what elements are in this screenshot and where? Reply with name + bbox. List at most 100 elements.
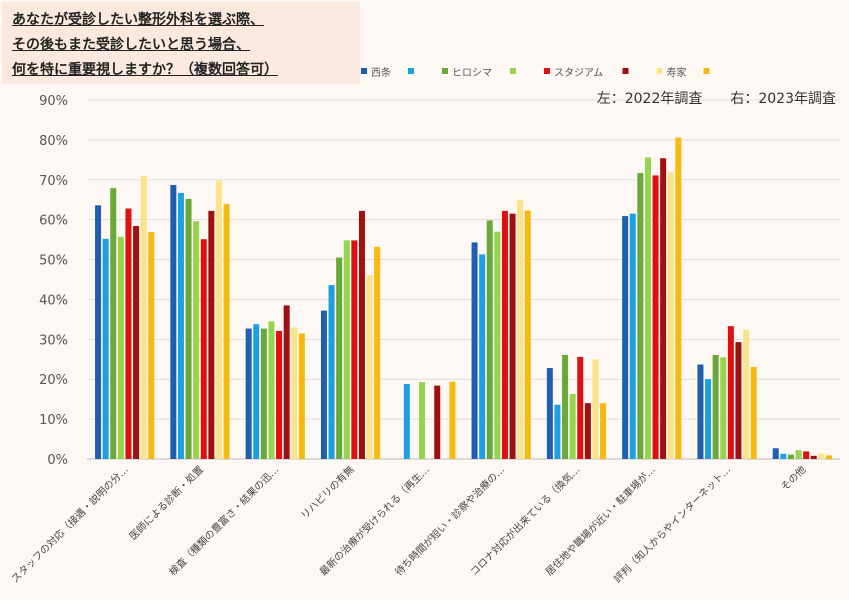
legend-label: スタジアム (554, 67, 603, 79)
bar (795, 450, 802, 459)
bar (102, 238, 109, 459)
bar (253, 324, 260, 459)
bar (110, 188, 117, 459)
bar (245, 328, 252, 459)
bar (592, 359, 599, 459)
x-tick-label: 医師による診断・処置 (126, 463, 206, 543)
bar (644, 157, 651, 459)
legend-swatch (703, 68, 710, 74)
bar (298, 333, 305, 459)
bar (449, 381, 456, 459)
y-tick-label: 80% (39, 134, 68, 149)
bar (328, 285, 335, 459)
bar (667, 171, 674, 460)
x-tick-label: リハビリの有無 (298, 463, 357, 522)
bar (351, 240, 358, 459)
bar (170, 184, 177, 460)
bar (419, 382, 426, 459)
bar (750, 366, 757, 459)
bar (501, 210, 508, 459)
bar (772, 448, 779, 459)
bar (208, 210, 215, 459)
bar (517, 199, 524, 459)
bar (223, 204, 230, 459)
legend-swatch (622, 68, 629, 74)
bar (185, 198, 192, 459)
bar (403, 384, 410, 459)
bar (177, 192, 184, 460)
bar (140, 175, 147, 460)
x-tick-label: その他 (778, 463, 808, 493)
bar (268, 321, 275, 459)
bar (629, 213, 636, 459)
legend-swatch (544, 68, 550, 74)
y-tick-label: 70% (39, 174, 68, 189)
bar (803, 451, 810, 459)
legend-swatch (656, 68, 663, 74)
bar (810, 455, 817, 459)
bar (358, 210, 365, 459)
chart-title-line-3: 何を特に重要視しますか？（複数回答可） (12, 62, 278, 78)
y-tick-label: 40% (39, 293, 68, 308)
legend-label: 寿家 (667, 66, 687, 79)
bar (600, 403, 607, 459)
bar (320, 310, 327, 459)
bar (148, 232, 155, 459)
bar (524, 210, 531, 459)
bar (374, 246, 381, 459)
bar (117, 236, 124, 459)
bar (479, 254, 486, 459)
bar (509, 213, 516, 459)
bar (569, 393, 576, 459)
legend-label: ヒロシマ (452, 67, 492, 79)
y-tick-label: 0% (47, 453, 68, 468)
bar (825, 455, 832, 459)
bar (215, 180, 222, 459)
survey-year-note: 左：2022年調査 右：2023年調査 (597, 91, 836, 107)
chart-title-line-1: あなたが受診したい整形外科を選ぶ際、 (12, 12, 264, 28)
bar (471, 242, 478, 459)
legend-swatch (442, 68, 448, 74)
bar (193, 221, 200, 459)
bar (705, 379, 712, 459)
y-tick-label: 90% (39, 94, 68, 109)
bar (675, 137, 682, 460)
bar (562, 354, 569, 459)
chart-title-line-2: その後もまた受診したいと思う場合、 (12, 37, 250, 53)
bar (697, 364, 704, 459)
bar (735, 342, 742, 459)
legend-swatch (408, 68, 414, 74)
bar (554, 404, 561, 459)
bar (125, 208, 132, 459)
bar (787, 454, 794, 459)
bar (494, 231, 501, 459)
y-tick-label: 30% (39, 333, 68, 348)
y-tick-label: 10% (39, 413, 68, 428)
bar (283, 305, 290, 459)
x-tick-label: 評判（知人からやインターネット… (611, 463, 733, 585)
bar (200, 239, 207, 459)
y-tick-label: 60% (39, 214, 68, 229)
bar (652, 175, 659, 459)
bar (720, 357, 727, 459)
legend-swatch (510, 68, 516, 74)
legend-label: 西条 (371, 66, 391, 79)
bar (486, 220, 493, 459)
chart-title-box: あなたが受診したい整形外科を選ぶ際、 その後もまた受診したいと思う場合、 何を特… (2, 2, 360, 84)
bar (366, 275, 373, 459)
bar (291, 327, 298, 459)
bar (584, 403, 591, 459)
y-tick-label: 20% (39, 373, 68, 388)
bar (712, 354, 719, 459)
x-tick-label: スタッフの対応（接遇・説明の分… (8, 463, 130, 585)
bar (546, 368, 553, 459)
legend-swatch (361, 68, 367, 74)
bar (260, 328, 267, 459)
bar (818, 453, 825, 459)
bar (343, 240, 350, 459)
bar (95, 205, 102, 459)
bar (622, 216, 629, 459)
y-tick-label: 50% (39, 254, 68, 269)
bar (276, 330, 283, 459)
